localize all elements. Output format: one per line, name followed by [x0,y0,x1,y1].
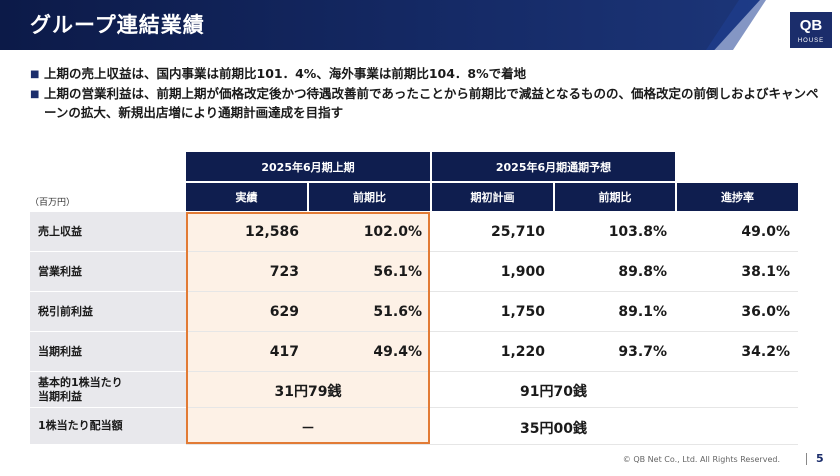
page-title: グループ連結業績 [30,13,205,37]
cell-net-plan-yoy: 93.7% [618,344,667,360]
row-label-operating-profit: 営業利益 [30,252,186,291]
bullet-text: 上期の営業利益は、前期上期が価格改定後かつ待遇改善前であったことから前期比で減益… [44,86,819,120]
summary-bullets: ■ 上期の売上収益は、国内事業は前期比101．4%、海外事業は前期比104．8%… [30,64,820,122]
copyright-text: © QB Net Co., Ltd. All Rights Reserved. [622,455,780,464]
col-header-progress: 進捗率 [677,183,798,211]
row-divider [186,371,798,372]
col-header-actual: 実績 [186,183,307,211]
unit-label: （百万円） [30,198,76,208]
col-header-yoy: 前期比 [309,183,430,211]
row-label-revenue: 売上収益 [30,212,186,251]
cell-dps-actual: － [301,421,315,437]
cell-pretax-actual: 629 [269,304,299,320]
first-half-highlight [186,212,430,444]
company-logo: QB HOUSE [790,12,832,48]
col-header-plan-yoy: 前期比 [555,183,675,211]
cell-operating-yoy: 56.1% [373,264,422,280]
row-divider [186,444,798,445]
cell-net-actual: 417 [269,344,299,360]
cell-revenue-plan-yoy: 103.8% [608,224,667,240]
cell-pretax-yoy: 51.6% [373,304,422,320]
header-band [0,0,760,50]
cell-eps-actual: 31円79銭 [274,384,342,400]
page-number: 5 [816,452,824,465]
footer-divider [806,453,807,465]
bullet-text: 上期の売上収益は、国内事業は前期比101．4%、海外事業は前期比104．8%で着… [44,66,527,81]
cell-revenue-plan: 25,710 [490,224,545,240]
row-label-dps: 1株当たり配当額 [30,408,186,444]
cell-net-yoy: 49.4% [373,344,422,360]
row-label-pretax-profit: 税引前利益 [30,292,186,331]
row-divider [186,291,798,292]
row-divider [186,407,798,408]
cell-revenue-actual: 12,586 [244,224,299,240]
cell-operating-actual: 723 [269,264,299,280]
bullet-item: ■ 上期の営業利益は、前期上期が価格改定後かつ待遇改善前であったことから前期比で… [30,84,820,122]
row-divider [186,331,798,332]
cell-pretax-progress: 36.0% [741,304,790,320]
cell-operating-plan: 1,900 [500,264,545,280]
cell-net-plan: 1,220 [500,344,545,360]
row-label-eps: 基本的1株当たり 当期利益 [30,372,186,407]
cell-operating-plan-yoy: 89.8% [618,264,667,280]
bullet-item: ■ 上期の売上収益は、国内事業は前期比101．4%、海外事業は前期比104．8%… [30,64,820,84]
cell-pretax-plan-yoy: 89.1% [618,304,667,320]
cell-revenue-yoy: 102.0% [363,224,422,240]
bullet-mark: ■ [30,89,40,100]
cell-revenue-progress: 49.0% [741,224,790,240]
cell-pretax-plan: 1,750 [500,304,545,320]
group-header-full-year: 2025年6月期通期予想 [432,152,675,181]
logo-sub: HOUSE [797,38,825,44]
group-header-first-half: 2025年6月期上期 [186,152,430,181]
cell-operating-progress: 38.1% [741,264,790,280]
cell-dps-plan: 35円00銭 [520,421,587,437]
row-divider [186,251,798,252]
cell-eps-plan: 91円70銭 [520,384,587,400]
bullet-mark: ■ [30,69,40,80]
cell-net-progress: 34.2% [741,344,790,360]
first-half-highlight-border [186,212,430,444]
logo-main: QB [799,17,823,34]
col-header-initial-plan: 期初計画 [432,183,553,211]
row-label-net-profit: 当期利益 [30,332,186,371]
